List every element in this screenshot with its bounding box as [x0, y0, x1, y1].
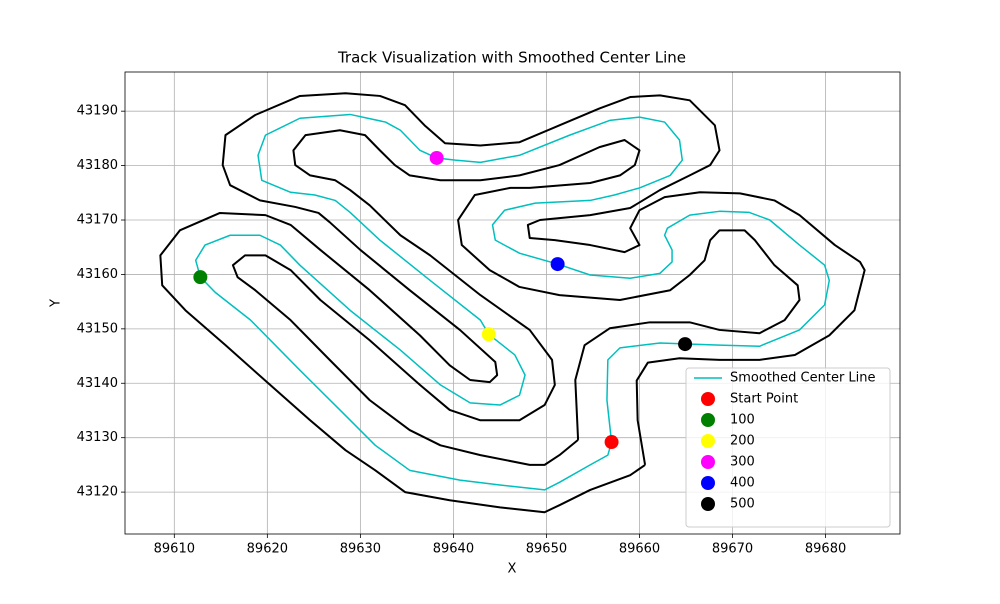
marker-point	[481, 327, 496, 342]
y-tick-label: 43150	[77, 321, 118, 336]
x-tick-label: 89660	[619, 542, 660, 557]
y-tick-label: 43170	[77, 213, 118, 228]
y-tick-label: 43140	[77, 376, 118, 391]
track-line	[194, 113, 831, 491]
legend: Smoothed Center Line Start Point 100 200 300…	[685, 367, 891, 528]
legend-swatch	[701, 497, 715, 511]
x-tick-label: 89640	[433, 542, 474, 557]
marker-point	[193, 270, 208, 285]
x-tick-label: 89610	[154, 542, 195, 557]
y-tick-label: 43160	[77, 267, 118, 282]
legend-swatch	[701, 392, 715, 406]
marker-point	[604, 435, 619, 450]
legend-box	[685, 367, 891, 528]
legend-label: Smoothed Center Line	[730, 371, 876, 386]
legend-label: Start Point	[730, 392, 798, 407]
marker-point	[550, 257, 565, 272]
x-tick-label: 89670	[712, 542, 753, 557]
y-axis-label: Y	[49, 299, 64, 308]
x-tick-label: 89630	[340, 542, 381, 557]
y-tick-label: 43120	[77, 485, 118, 500]
track-line	[231, 129, 801, 466]
y-tick-label: 43190	[77, 104, 118, 119]
y-tick-label: 43130	[77, 430, 118, 445]
legend-swatch	[701, 413, 715, 427]
marker-point	[429, 150, 444, 165]
y-tick-label: 43180	[77, 158, 118, 173]
legend-swatch	[701, 455, 715, 469]
legend-label: 300	[730, 455, 755, 470]
x-tick-label: 89620	[247, 542, 288, 557]
legend-label: 200	[730, 434, 755, 449]
legend-swatch	[701, 434, 715, 448]
legend-label: 500	[730, 497, 755, 512]
x-axis-label: X	[508, 562, 517, 577]
legend-label: 100	[730, 413, 755, 428]
plot-frame	[124, 71, 901, 535]
x-tick-label: 89680	[805, 542, 846, 557]
track-line	[159, 92, 866, 514]
chart-title: Track Visualization with Smoothed Center…	[337, 49, 686, 67]
x-tick-label: 89650	[526, 542, 567, 557]
legend-swatch	[701, 476, 715, 490]
legend-label: 400	[730, 476, 755, 491]
marker-point	[678, 337, 693, 352]
